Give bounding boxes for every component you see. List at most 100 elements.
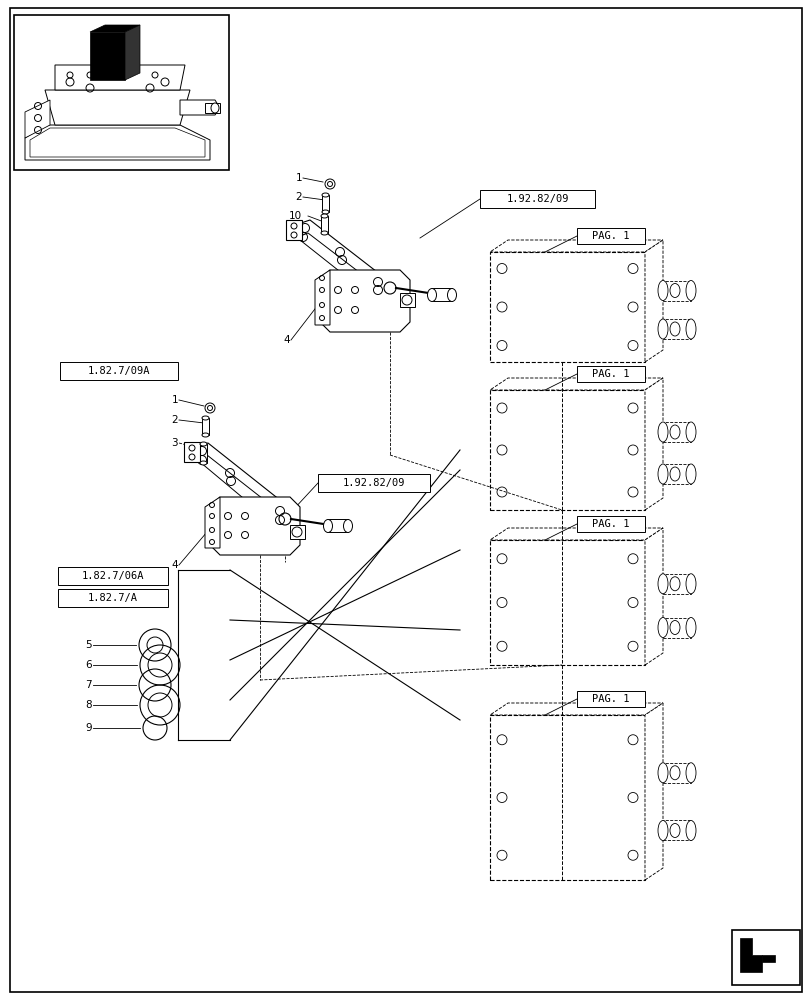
Text: 1.82.7/09A: 1.82.7/09A [88,366,150,376]
Polygon shape [55,65,185,90]
Ellipse shape [320,214,328,218]
Ellipse shape [669,467,679,481]
Bar [489,715,644,880]
Text: 8: 8 [85,700,92,710]
Ellipse shape [320,231,328,235]
Polygon shape [644,528,663,665]
Text: 2: 2 [295,192,302,202]
Ellipse shape [685,280,695,300]
Ellipse shape [685,763,695,783]
Ellipse shape [685,574,695,594]
Bar [60,362,178,380]
Polygon shape [761,955,774,962]
Ellipse shape [657,464,667,484]
Ellipse shape [427,288,436,302]
Bar [318,474,430,492]
Bar [14,15,229,170]
Bar [431,288,452,301]
Ellipse shape [669,620,679,634]
Text: 6: 6 [85,660,92,670]
Bar [577,366,644,382]
Ellipse shape [685,464,695,484]
Text: 1: 1 [295,173,302,183]
Polygon shape [644,378,663,510]
Ellipse shape [685,617,695,638]
Bar [202,418,208,435]
Polygon shape [90,25,139,32]
Ellipse shape [657,617,667,638]
Bar [663,422,690,442]
Polygon shape [298,233,385,304]
Polygon shape [489,703,663,715]
Ellipse shape [200,442,207,446]
Ellipse shape [322,193,328,197]
Bar [320,216,328,233]
Ellipse shape [323,520,332,532]
Ellipse shape [669,577,679,591]
Bar [489,540,644,665]
Polygon shape [25,100,50,138]
Ellipse shape [657,422,667,442]
Bar [58,567,168,585]
Text: 7: 7 [85,680,92,690]
Ellipse shape [322,210,328,214]
Bar [577,691,644,707]
Bar [663,319,690,339]
Bar [663,574,690,594]
Text: 4: 4 [283,335,290,345]
Bar [204,103,220,113]
Polygon shape [30,128,204,157]
Bar [577,516,644,532]
Ellipse shape [657,574,667,594]
Ellipse shape [669,284,679,298]
Text: 1.92.82/09: 1.92.82/09 [505,194,568,204]
Polygon shape [739,938,761,972]
Ellipse shape [657,820,667,840]
Text: PAG. 1: PAG. 1 [591,369,629,379]
Text: 3: 3 [171,438,178,448]
Bar [663,464,690,484]
Text: 1.82.7/A: 1.82.7/A [88,593,138,603]
Text: PAG. 1: PAG. 1 [591,519,629,529]
Bar [58,589,168,607]
Polygon shape [315,270,329,325]
Ellipse shape [685,820,695,840]
Bar [577,228,644,244]
Ellipse shape [202,416,208,420]
Ellipse shape [657,763,667,783]
Ellipse shape [669,823,679,837]
Polygon shape [204,497,220,548]
Text: 5: 5 [85,640,92,650]
Polygon shape [644,240,663,362]
Polygon shape [489,378,663,390]
Ellipse shape [669,322,679,336]
Ellipse shape [447,288,456,302]
Ellipse shape [343,520,352,532]
Text: 2: 2 [171,415,178,425]
Bar [489,390,644,510]
Bar [200,444,207,463]
Text: 9: 9 [85,723,92,733]
Ellipse shape [669,766,679,780]
Bar [479,190,594,208]
Polygon shape [644,703,663,880]
Ellipse shape [685,319,695,339]
Polygon shape [210,497,299,555]
Bar [663,763,690,783]
Ellipse shape [669,425,679,439]
Polygon shape [125,25,139,80]
Bar [489,252,644,362]
Bar [663,280,690,300]
Polygon shape [285,220,302,240]
Ellipse shape [685,422,695,442]
Text: 4: 4 [171,560,178,570]
Bar [663,820,690,840]
Text: 10: 10 [289,211,302,221]
Ellipse shape [200,461,207,465]
Text: 1.92.82/09: 1.92.82/09 [342,478,405,488]
Polygon shape [294,220,392,297]
Bar [400,293,414,307]
Polygon shape [489,528,663,540]
Bar [322,195,328,212]
Text: 1.82.7/06A: 1.82.7/06A [82,571,144,581]
